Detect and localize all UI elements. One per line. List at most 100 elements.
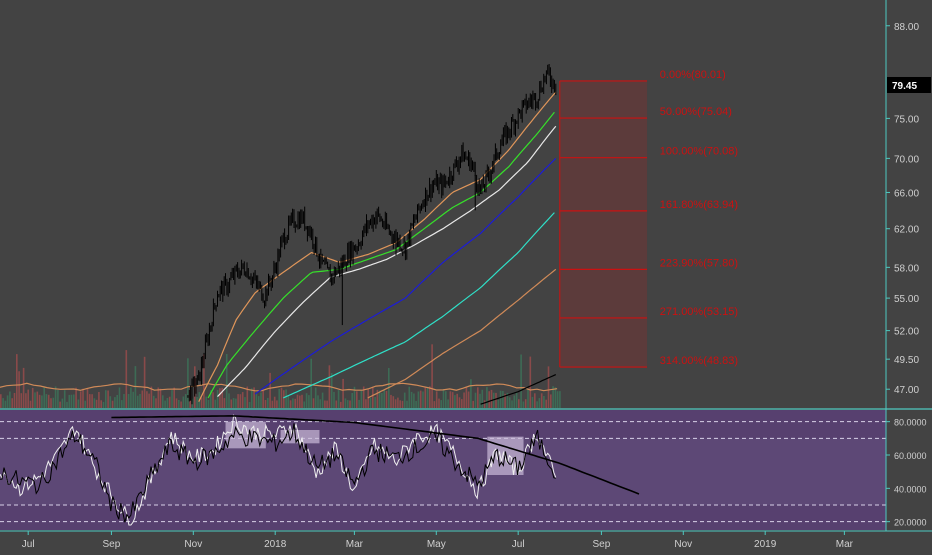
volume-bar bbox=[116, 395, 118, 408]
volume-bar bbox=[38, 394, 41, 408]
volume-bar bbox=[372, 386, 374, 408]
volume-bar bbox=[278, 388, 280, 408]
volume-bar bbox=[474, 392, 477, 408]
volume-bar bbox=[22, 367, 25, 408]
volume-bar bbox=[520, 354, 522, 408]
volume-bar bbox=[251, 388, 253, 408]
volume-bar bbox=[146, 391, 148, 408]
volume-bar bbox=[330, 373, 333, 408]
volume-bar bbox=[13, 393, 16, 408]
volume-bar bbox=[239, 394, 242, 408]
rsi-band bbox=[0, 438, 886, 505]
volume-bar bbox=[289, 400, 292, 408]
volume-bar bbox=[111, 400, 114, 408]
volume-bar bbox=[75, 387, 77, 408]
volume-bar bbox=[417, 391, 420, 408]
volume-bar bbox=[152, 395, 155, 408]
volume-bar bbox=[529, 356, 532, 408]
volume-bar bbox=[223, 398, 226, 408]
volume-bar bbox=[504, 393, 506, 408]
volume-bar bbox=[554, 387, 557, 408]
volume-bar bbox=[479, 393, 481, 408]
volume-bar bbox=[102, 401, 105, 408]
volume-bar bbox=[203, 354, 205, 408]
volume-bar bbox=[29, 400, 32, 408]
volume-bar bbox=[271, 400, 274, 408]
volume-bar bbox=[276, 400, 278, 408]
volume-bar bbox=[109, 396, 112, 408]
volume-bar bbox=[86, 388, 89, 408]
volume-bar bbox=[121, 400, 123, 408]
volume-bar bbox=[127, 394, 130, 408]
volume-bar bbox=[317, 395, 319, 408]
volume-bar bbox=[499, 390, 502, 408]
fib-level-label: 100.00%(70.08) bbox=[660, 146, 738, 158]
fib-level-label: 161.80%(63.94) bbox=[660, 199, 738, 211]
volume-bar bbox=[296, 394, 299, 408]
volume-bar bbox=[244, 397, 246, 408]
fib-level-label: 0.00%(80.01) bbox=[660, 69, 726, 81]
volume-bar bbox=[353, 386, 356, 408]
volume-bar bbox=[299, 395, 301, 408]
volume-bar bbox=[253, 387, 255, 408]
volume-bar bbox=[365, 399, 367, 408]
volume-bar bbox=[105, 390, 107, 408]
volume-bar bbox=[100, 400, 102, 408]
volume-bar bbox=[130, 387, 132, 408]
volume-bar bbox=[264, 400, 267, 408]
volume-bar bbox=[442, 389, 445, 408]
fib-level-label: 271.00%(53.15) bbox=[660, 306, 738, 318]
x-tick-label: Mar bbox=[346, 539, 364, 550]
rsi-pane bbox=[0, 410, 886, 530]
price-series bbox=[187, 64, 557, 405]
moving-averages bbox=[198, 91, 557, 405]
volume-bar bbox=[180, 401, 182, 408]
volume-bar bbox=[43, 386, 45, 408]
volume-bar bbox=[406, 400, 408, 408]
volume-bar bbox=[408, 386, 411, 408]
volume-bar bbox=[221, 387, 223, 408]
volume-bar bbox=[456, 393, 458, 408]
volume-bar bbox=[136, 395, 139, 408]
volume-bar bbox=[139, 394, 141, 408]
volume-bar bbox=[381, 393, 383, 408]
y-tick-label: 52.00 bbox=[894, 327, 919, 338]
volume-bar bbox=[470, 379, 472, 408]
volume-bar bbox=[267, 397, 269, 408]
volume-bar bbox=[200, 397, 203, 408]
volume-bar bbox=[73, 394, 75, 408]
volume-bar bbox=[451, 392, 454, 408]
volume-bar bbox=[178, 400, 180, 408]
volume-bar bbox=[458, 397, 461, 408]
volume-bar bbox=[141, 390, 144, 408]
volume-bar bbox=[285, 389, 287, 408]
volume-bar bbox=[237, 394, 239, 408]
volume-bar bbox=[461, 399, 463, 408]
y-tick-label: 55.00 bbox=[894, 294, 919, 305]
volume-bar bbox=[472, 400, 474, 408]
volume-bar bbox=[248, 402, 251, 408]
volume-bar bbox=[155, 398, 157, 408]
volume-bar bbox=[118, 387, 121, 408]
volume-bar bbox=[369, 398, 372, 408]
volume-bar bbox=[397, 397, 399, 408]
rsi-y-tick-label: 20.0000 bbox=[894, 518, 927, 528]
volume-bar bbox=[166, 398, 169, 408]
volume-bar bbox=[392, 396, 395, 408]
volume-bar bbox=[438, 398, 440, 408]
volume-bar bbox=[212, 392, 214, 408]
volume-bar bbox=[182, 396, 185, 408]
volume-bar bbox=[545, 399, 547, 408]
volume-bar bbox=[77, 399, 80, 408]
volume-bar bbox=[246, 386, 249, 408]
volume-bar bbox=[556, 391, 559, 408]
volume-bar bbox=[283, 390, 285, 408]
fib-zone bbox=[559, 80, 648, 368]
y-tick-label: 62.00 bbox=[894, 225, 919, 236]
volume-bar bbox=[50, 398, 52, 408]
volume-bar bbox=[280, 387, 283, 408]
volume-bar bbox=[433, 401, 436, 408]
volume-bar bbox=[98, 392, 100, 408]
ma-line-cyan bbox=[283, 212, 555, 399]
